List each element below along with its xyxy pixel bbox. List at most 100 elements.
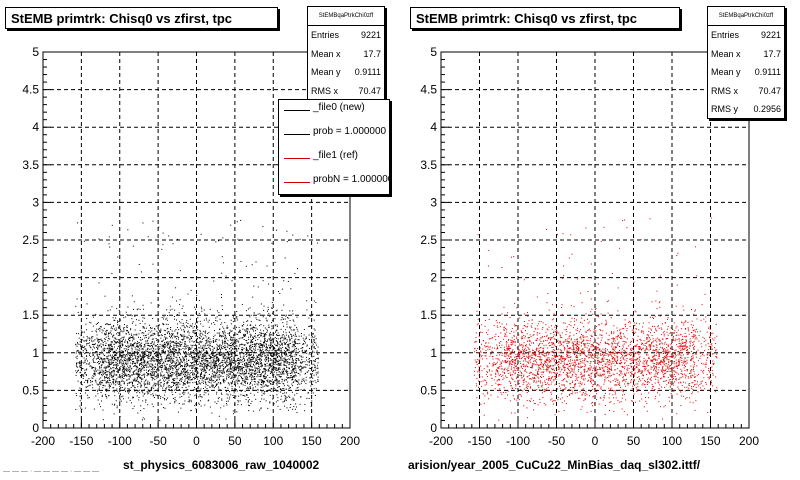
scatter-point: [117, 383, 119, 385]
scatter-point: [88, 396, 90, 398]
scatter-point: [277, 361, 279, 363]
scatter-point: [94, 374, 96, 376]
scatter-point: [206, 365, 208, 367]
scatter-point: [280, 347, 282, 349]
scatter-point: [277, 382, 279, 384]
scatter-point: [100, 383, 102, 385]
scatter-point: [304, 350, 306, 352]
scatter-point: [292, 381, 294, 383]
scatter-point: [309, 377, 311, 379]
scatter-point: [127, 370, 129, 372]
scatter-point: [87, 397, 89, 399]
scatter-point: [222, 331, 224, 333]
scatter-point: [101, 352, 103, 354]
scatter-point: [213, 363, 215, 365]
scatter-point: [122, 327, 124, 329]
scatter-point: [301, 367, 303, 369]
scatter-point: [217, 358, 219, 360]
scatter-point: [102, 370, 104, 372]
scatter-point: [239, 353, 241, 355]
scatter-point: [264, 359, 266, 361]
scatter-point: [273, 386, 275, 388]
scatter-point: [141, 380, 143, 382]
scatter-point: [224, 357, 226, 359]
scatter-point: [171, 374, 173, 376]
scatter-point: [170, 336, 172, 338]
scatter-point: [109, 373, 111, 375]
scatter-point: [233, 368, 235, 370]
scatter-point: [137, 390, 139, 392]
scatter-point: [119, 295, 121, 297]
scatter-point: [164, 407, 166, 409]
scatter-point: [117, 345, 119, 347]
scatter-point: [242, 344, 244, 346]
scatter-point: [134, 346, 136, 348]
scatter-point: [215, 340, 217, 342]
scatter-point: [178, 356, 180, 358]
scatter-point: [104, 348, 106, 350]
scatter-point: [202, 368, 204, 370]
scatter-point: [249, 364, 251, 366]
scatter-point: [145, 399, 147, 401]
scatter-point: [297, 372, 299, 374]
scatter-point: [86, 355, 88, 357]
scatter-point: [142, 353, 144, 355]
scatter-point: [112, 378, 114, 380]
scatter-point: [113, 343, 115, 345]
scatter-point: [128, 375, 130, 377]
scatter-point: [236, 366, 238, 368]
scatter-point: [111, 372, 113, 374]
scatter-point: [251, 350, 253, 352]
scatter-point: [292, 364, 294, 366]
scatter-point: [81, 354, 83, 356]
scatter-point: [131, 348, 133, 350]
scatter-point: [274, 331, 276, 333]
scatter-point: [126, 391, 128, 393]
scatter-point: [127, 373, 129, 375]
scatter-point: [250, 368, 252, 370]
scatter-point: [190, 399, 192, 401]
scatter-point: [285, 378, 287, 380]
scatter-point: [125, 359, 127, 361]
scatter-point: [156, 365, 158, 367]
scatter-point: [273, 333, 275, 335]
scatter-point: [184, 367, 186, 369]
scatter-point: [210, 365, 212, 367]
scatter-point: [233, 341, 235, 343]
scatter-point: [171, 308, 173, 310]
scatter-point: [317, 380, 319, 382]
scatter-point: [283, 383, 285, 385]
scatter-point: [118, 356, 120, 358]
scatter-point: [313, 336, 315, 338]
scatter-point: [107, 310, 109, 312]
scatter-point: [306, 356, 308, 358]
scatter-point: [102, 358, 104, 360]
scatter-point: [215, 362, 217, 364]
scatter-point: [196, 352, 198, 354]
scatter-point: [194, 388, 196, 390]
scatter-point: [181, 342, 183, 344]
scatter-point: [158, 324, 160, 326]
scatter-point: [313, 345, 315, 347]
scatter-point: [283, 400, 285, 402]
scatter-point: [205, 382, 207, 384]
scatter-point: [96, 362, 98, 364]
scatter-point: [163, 383, 165, 385]
scatter-point: [200, 306, 202, 308]
scatter-point: [152, 263, 154, 265]
scatter-point: [246, 350, 248, 352]
scatter-point: [215, 356, 217, 358]
scatter-point: [200, 354, 202, 356]
scatter-point: [295, 327, 297, 329]
scatter-point: [109, 309, 111, 311]
scatter-point: [75, 408, 77, 410]
scatter-point: [205, 336, 207, 338]
scatter-point: [216, 384, 218, 386]
scatter-point: [205, 358, 207, 360]
scatter-point: [292, 397, 294, 399]
scatter-point: [246, 375, 248, 377]
scatter-point: [224, 355, 226, 357]
scatter-point: [177, 382, 179, 384]
scatter-point: [233, 342, 235, 344]
scatter-point: [253, 372, 255, 374]
